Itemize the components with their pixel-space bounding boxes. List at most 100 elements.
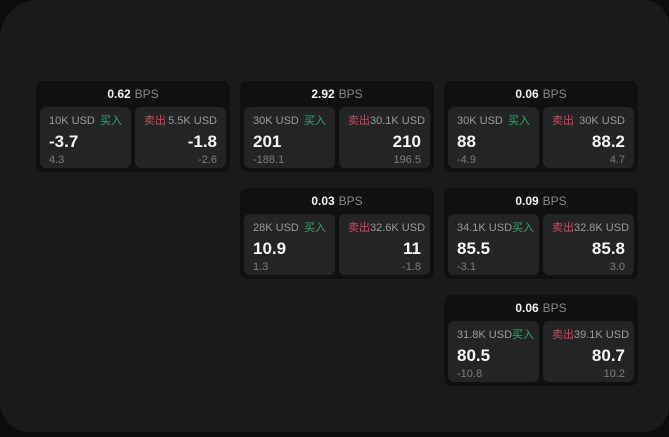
buy-quote[interactable]: 30K USD 买入 201 -188.1 [244,107,335,168]
buy-delta: -3.1 [457,261,476,273]
buy-side-label: 买入 [512,329,535,341]
sell-side-label: 卖出 [348,115,370,127]
quote-card: 0.06 BPS 31.8K USD 买入 80.5 -10.8 卖出 39.1… [443,294,639,387]
bps-unit: BPS [542,87,567,101]
sell-quote-header: 卖出 32.6K USD [348,221,425,235]
card-header: 2.92 BPS [240,81,434,107]
buy-price: 201 [253,132,282,151]
bps-value: 0.62 [107,87,131,101]
buy-price: 80.5 [457,346,491,365]
sell-price: 80.7 [591,346,625,365]
sell-delta: 196.5 [393,154,421,166]
quote-card: 0.09 BPS 34.1K USD 买入 85.5 -3.1 卖出 32.8K… [443,187,639,280]
sell-delta: 4.7 [609,154,625,166]
buy-quote[interactable]: 34.1K USD 买入 85.5 -3.1 [448,214,539,275]
sell-price: -1.8 [187,132,217,151]
bps-value: 0.06 [515,87,539,101]
sell-quote[interactable]: 卖出 32.8K USD 85.8 3.0 [543,214,634,275]
card-header: 0.03 BPS [240,188,434,214]
sell-delta: 3.0 [609,261,625,273]
sell-quote[interactable]: 卖出 39.1K USD 80.7 10.2 [543,321,634,382]
buy-quote-header: 28K USD 买入 [253,221,326,235]
sell-quote-header: 卖出 39.1K USD [552,328,629,342]
buy-quote[interactable]: 31.8K USD 买入 80.5 -10.8 [448,321,539,382]
buy-price: -3.7 [49,132,79,151]
buy-delta: -4.9 [457,154,476,166]
sell-side-label: 卖出 [552,115,574,127]
card-body: 34.1K USD 买入 85.5 -3.1 卖出 32.8K USD 85.8… [444,214,638,279]
buy-quote[interactable]: 10K USD 买入 -3.7 4.3 [40,107,131,168]
buy-size: 30K USD [253,115,299,127]
bps-unit: BPS [542,194,567,208]
buy-delta: -188.1 [253,154,285,166]
sell-side-label: 卖出 [552,222,574,234]
sell-quote[interactable]: 卖出 30.1K USD 210 196.5 [339,107,430,168]
quote-card: 0.06 BPS 30K USD 买入 88 -4.9 卖出 30K USD [443,80,639,173]
buy-size: 10K USD [49,115,95,127]
card-body: 30K USD 买入 88 -4.9 卖出 30K USD 88.2 4.7 [444,107,638,172]
buy-quote-header: 30K USD 买入 [457,114,530,128]
buy-quote-header: 34.1K USD 买入 [457,221,534,235]
buy-size: 28K USD [253,222,299,234]
sell-side-label: 卖出 [144,115,166,127]
sell-delta: -2.6 [198,154,217,166]
card-header: 0.62 BPS [36,81,230,107]
sell-quote[interactable]: 卖出 32.6K USD 11 -1.8 [339,214,430,275]
sell-size: 32.8K USD [574,222,630,234]
buy-quote[interactable]: 28K USD 买入 10.9 1.3 [244,214,335,275]
sell-price: 85.8 [591,239,625,258]
bps-value: 0.06 [515,301,539,315]
sell-price: 88.2 [591,132,625,151]
sell-quote[interactable]: 卖出 30K USD 88.2 4.7 [543,107,634,168]
bps-value: 0.03 [311,194,335,208]
sell-size: 5.5K USD [168,115,217,127]
quote-cards-grid: 0.62 BPS 10K USD 买入 -3.7 4.3 卖出 5.5K USD [35,80,639,387]
sell-price: 210 [392,132,421,151]
sell-side-label: 卖出 [348,222,370,234]
sell-quote-header: 卖出 32.8K USD [552,221,629,235]
sell-size: 39.1K USD [574,329,630,341]
buy-side-label: 买入 [508,115,530,127]
sell-price: 11 [403,239,421,258]
bps-value: 2.92 [311,87,335,101]
bps-unit: BPS [338,194,363,208]
bps-unit: BPS [542,301,567,315]
card-header: 0.09 BPS [444,188,638,214]
buy-quote-header: 10K USD 买入 [49,114,122,128]
buy-side-label: 买入 [100,115,122,127]
sell-delta: 10.2 [603,368,625,380]
sell-size: 30.1K USD [370,115,426,127]
card-header: 0.06 BPS [444,295,638,321]
sell-side-label: 卖出 [552,329,574,341]
quote-card: 0.62 BPS 10K USD 买入 -3.7 4.3 卖出 5.5K USD [35,80,231,173]
buy-delta: -10.8 [457,368,483,380]
bps-unit: BPS [338,87,363,101]
card-body: 10K USD 买入 -3.7 4.3 卖出 5.5K USD -1.8 -2.… [36,107,230,172]
sell-delta: -1.8 [402,261,421,273]
sell-quote-header: 卖出 5.5K USD [144,114,217,128]
sell-size: 30K USD [579,115,625,127]
buy-size: 30K USD [457,115,503,127]
buy-size: 34.1K USD [457,222,513,234]
buy-delta: 4.3 [49,154,65,166]
card-header: 0.06 BPS [444,81,638,107]
buy-price: 10.9 [253,239,287,258]
bps-unit: BPS [134,87,159,101]
buy-quote-header: 30K USD 买入 [253,114,326,128]
sell-quote-header: 卖出 30K USD [552,114,625,128]
buy-side-label: 买入 [304,115,326,127]
quote-card: 0.03 BPS 28K USD 买入 10.9 1.3 卖出 32.6K US… [239,187,435,280]
buy-side-label: 买入 [512,222,535,234]
sell-size: 32.6K USD [370,222,426,234]
buy-size: 31.8K USD [457,329,513,341]
buy-quote-header: 31.8K USD 买入 [457,328,534,342]
quote-card: 2.92 BPS 30K USD 买入 201 -188.1 卖出 30.1K … [239,80,435,173]
buy-quote[interactable]: 30K USD 买入 88 -4.9 [448,107,539,168]
sell-quote-header: 卖出 30.1K USD [348,114,425,128]
card-body: 31.8K USD 买入 80.5 -10.8 卖出 39.1K USD 80.… [444,321,638,386]
bps-value: 0.09 [515,194,539,208]
buy-price: 88 [457,132,476,151]
buy-side-label: 买入 [304,222,326,234]
sell-quote[interactable]: 卖出 5.5K USD -1.8 -2.6 [135,107,226,168]
